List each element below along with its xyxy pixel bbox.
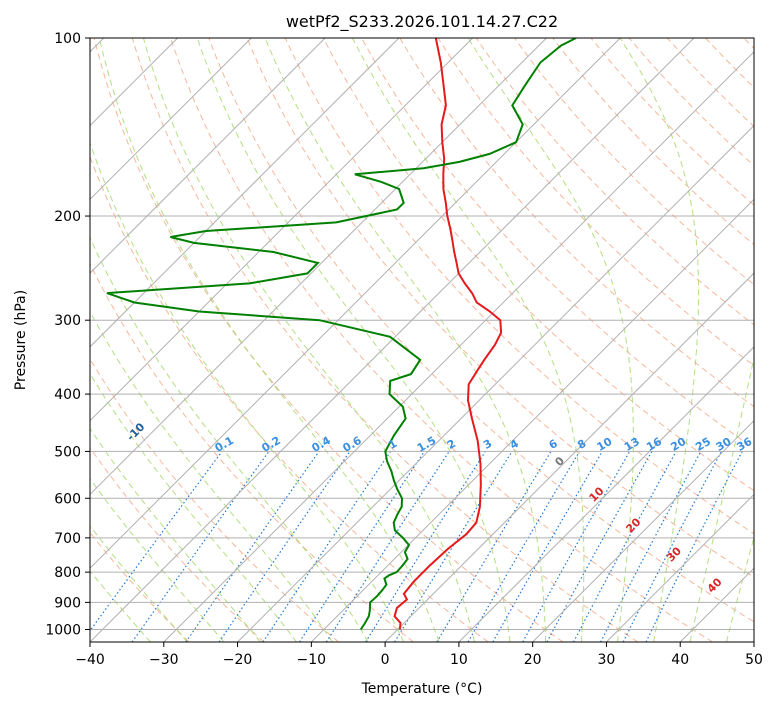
y-tick-label: 400 — [54, 387, 81, 403]
isotherm-20 — [532, 419, 754, 642]
x-tick-label: 50 — [745, 652, 763, 668]
y-tick-label: 700 — [54, 531, 81, 547]
dry-adiabat — [284, 38, 754, 535]
dry-adiabat — [514, 38, 754, 286]
chart-title: wetPf2_S233.2026.101.14.27.C22 — [286, 12, 558, 32]
mixing-ratio-line — [546, 451, 653, 642]
moist-adiabat — [90, 236, 369, 642]
mixing-ratio-line — [325, 451, 450, 642]
mixing-ratio-line — [262, 451, 392, 642]
x-tick-label: 30 — [598, 652, 616, 668]
x-tick-label: 40 — [671, 652, 689, 668]
x-tick-label: −40 — [75, 652, 105, 668]
y-tick-label: 600 — [54, 491, 81, 507]
dry-adiabats — [90, 38, 754, 642]
mixing-ratio-line — [299, 451, 425, 642]
mixing-ratio-line — [645, 451, 743, 642]
dry-adiabat — [90, 446, 265, 642]
isotherm-10 — [458, 346, 754, 642]
mixing-ratio-label: 36 — [735, 435, 755, 454]
sounding-traces — [106, 38, 577, 631]
moist-adiabat — [689, 355, 754, 642]
mixing-ratio-line — [218, 451, 351, 642]
y-tick-label: 800 — [54, 565, 81, 581]
isotherm--20 — [237, 124, 754, 642]
isotherm--10 — [310, 198, 754, 642]
dry-adiabat — [131, 38, 639, 642]
moist-adiabat — [196, 38, 511, 642]
moist-adiabat — [352, 38, 585, 642]
mixing-ratio-line — [90, 451, 223, 632]
plot-frame — [89, 37, 755, 643]
x-tick-label: −10 — [297, 652, 327, 668]
moist-adiabat — [90, 310, 333, 642]
temperature-trace — [393, 38, 503, 630]
x-tick-label: 0 — [381, 652, 390, 668]
y-axis-title: Pressure (hPa) — [13, 290, 29, 390]
moist-adiabat — [90, 427, 261, 642]
mixing-ratio-line — [522, 451, 631, 642]
mixing-ratio-lines — [90, 451, 743, 642]
moist-adiabat — [90, 141, 405, 642]
isotherms — [90, 38, 754, 642]
y-tick-label: 500 — [54, 444, 81, 460]
moist-adiabat — [264, 38, 547, 642]
dry-adiabat — [246, 38, 754, 578]
x-tick-label: −30 — [149, 652, 179, 668]
dry-adiabat — [90, 358, 339, 642]
dry-adiabat — [475, 38, 754, 326]
dry-adiabat — [208, 38, 754, 623]
mixing-ratio-line — [185, 451, 320, 642]
isotherm--60 — [90, 38, 547, 496]
moist-adiabat — [98, 38, 440, 642]
dry-adiabat — [93, 38, 564, 642]
isotherm-0 — [384, 272, 754, 642]
isotherm--100 — [90, 38, 252, 201]
moist-adiabat — [726, 535, 754, 642]
moist-adiabat — [619, 38, 700, 642]
y-tick-label: 200 — [54, 209, 81, 225]
axis-ticks: −40 −30 −20 −10 0 10 20 30 40 50 100 200 300 400 500 60… — [45, 31, 763, 668]
x-axis-title: Temperature (°C) — [361, 681, 483, 697]
isotherm--70 — [90, 38, 474, 422]
isotherm--80 — [90, 38, 400, 348]
moist-adiabat — [90, 372, 297, 642]
mixing-ratio-line — [622, 451, 722, 642]
isotherm--40 — [90, 38, 695, 642]
dewpoint-trace — [106, 38, 577, 631]
y-tick-label: 900 — [54, 595, 81, 611]
moist-adiabat — [90, 477, 225, 642]
mixing-ratio-line — [394, 451, 513, 642]
mixing-ratio-line — [572, 451, 677, 642]
dry-adiabat — [90, 262, 414, 642]
x-tick-label: −20 — [223, 652, 253, 668]
moist-adiabat — [90, 525, 188, 642]
isotherm-30 — [606, 493, 754, 642]
dry-adiabat — [322, 38, 754, 492]
isotherm--50 — [90, 38, 621, 569]
x-tick-label: 10 — [450, 652, 468, 668]
moist-adiabat — [90, 570, 151, 642]
isotherm--90 — [90, 38, 326, 274]
y-tick-label: 1000 — [45, 622, 81, 638]
y-tick-label: 100 — [54, 31, 81, 47]
y-tick-label: 300 — [54, 313, 81, 329]
dry-adiabat — [170, 38, 713, 642]
dry-adiabat — [437, 38, 754, 367]
x-tick-label: 20 — [524, 652, 542, 668]
isotherm--30 — [163, 51, 754, 642]
